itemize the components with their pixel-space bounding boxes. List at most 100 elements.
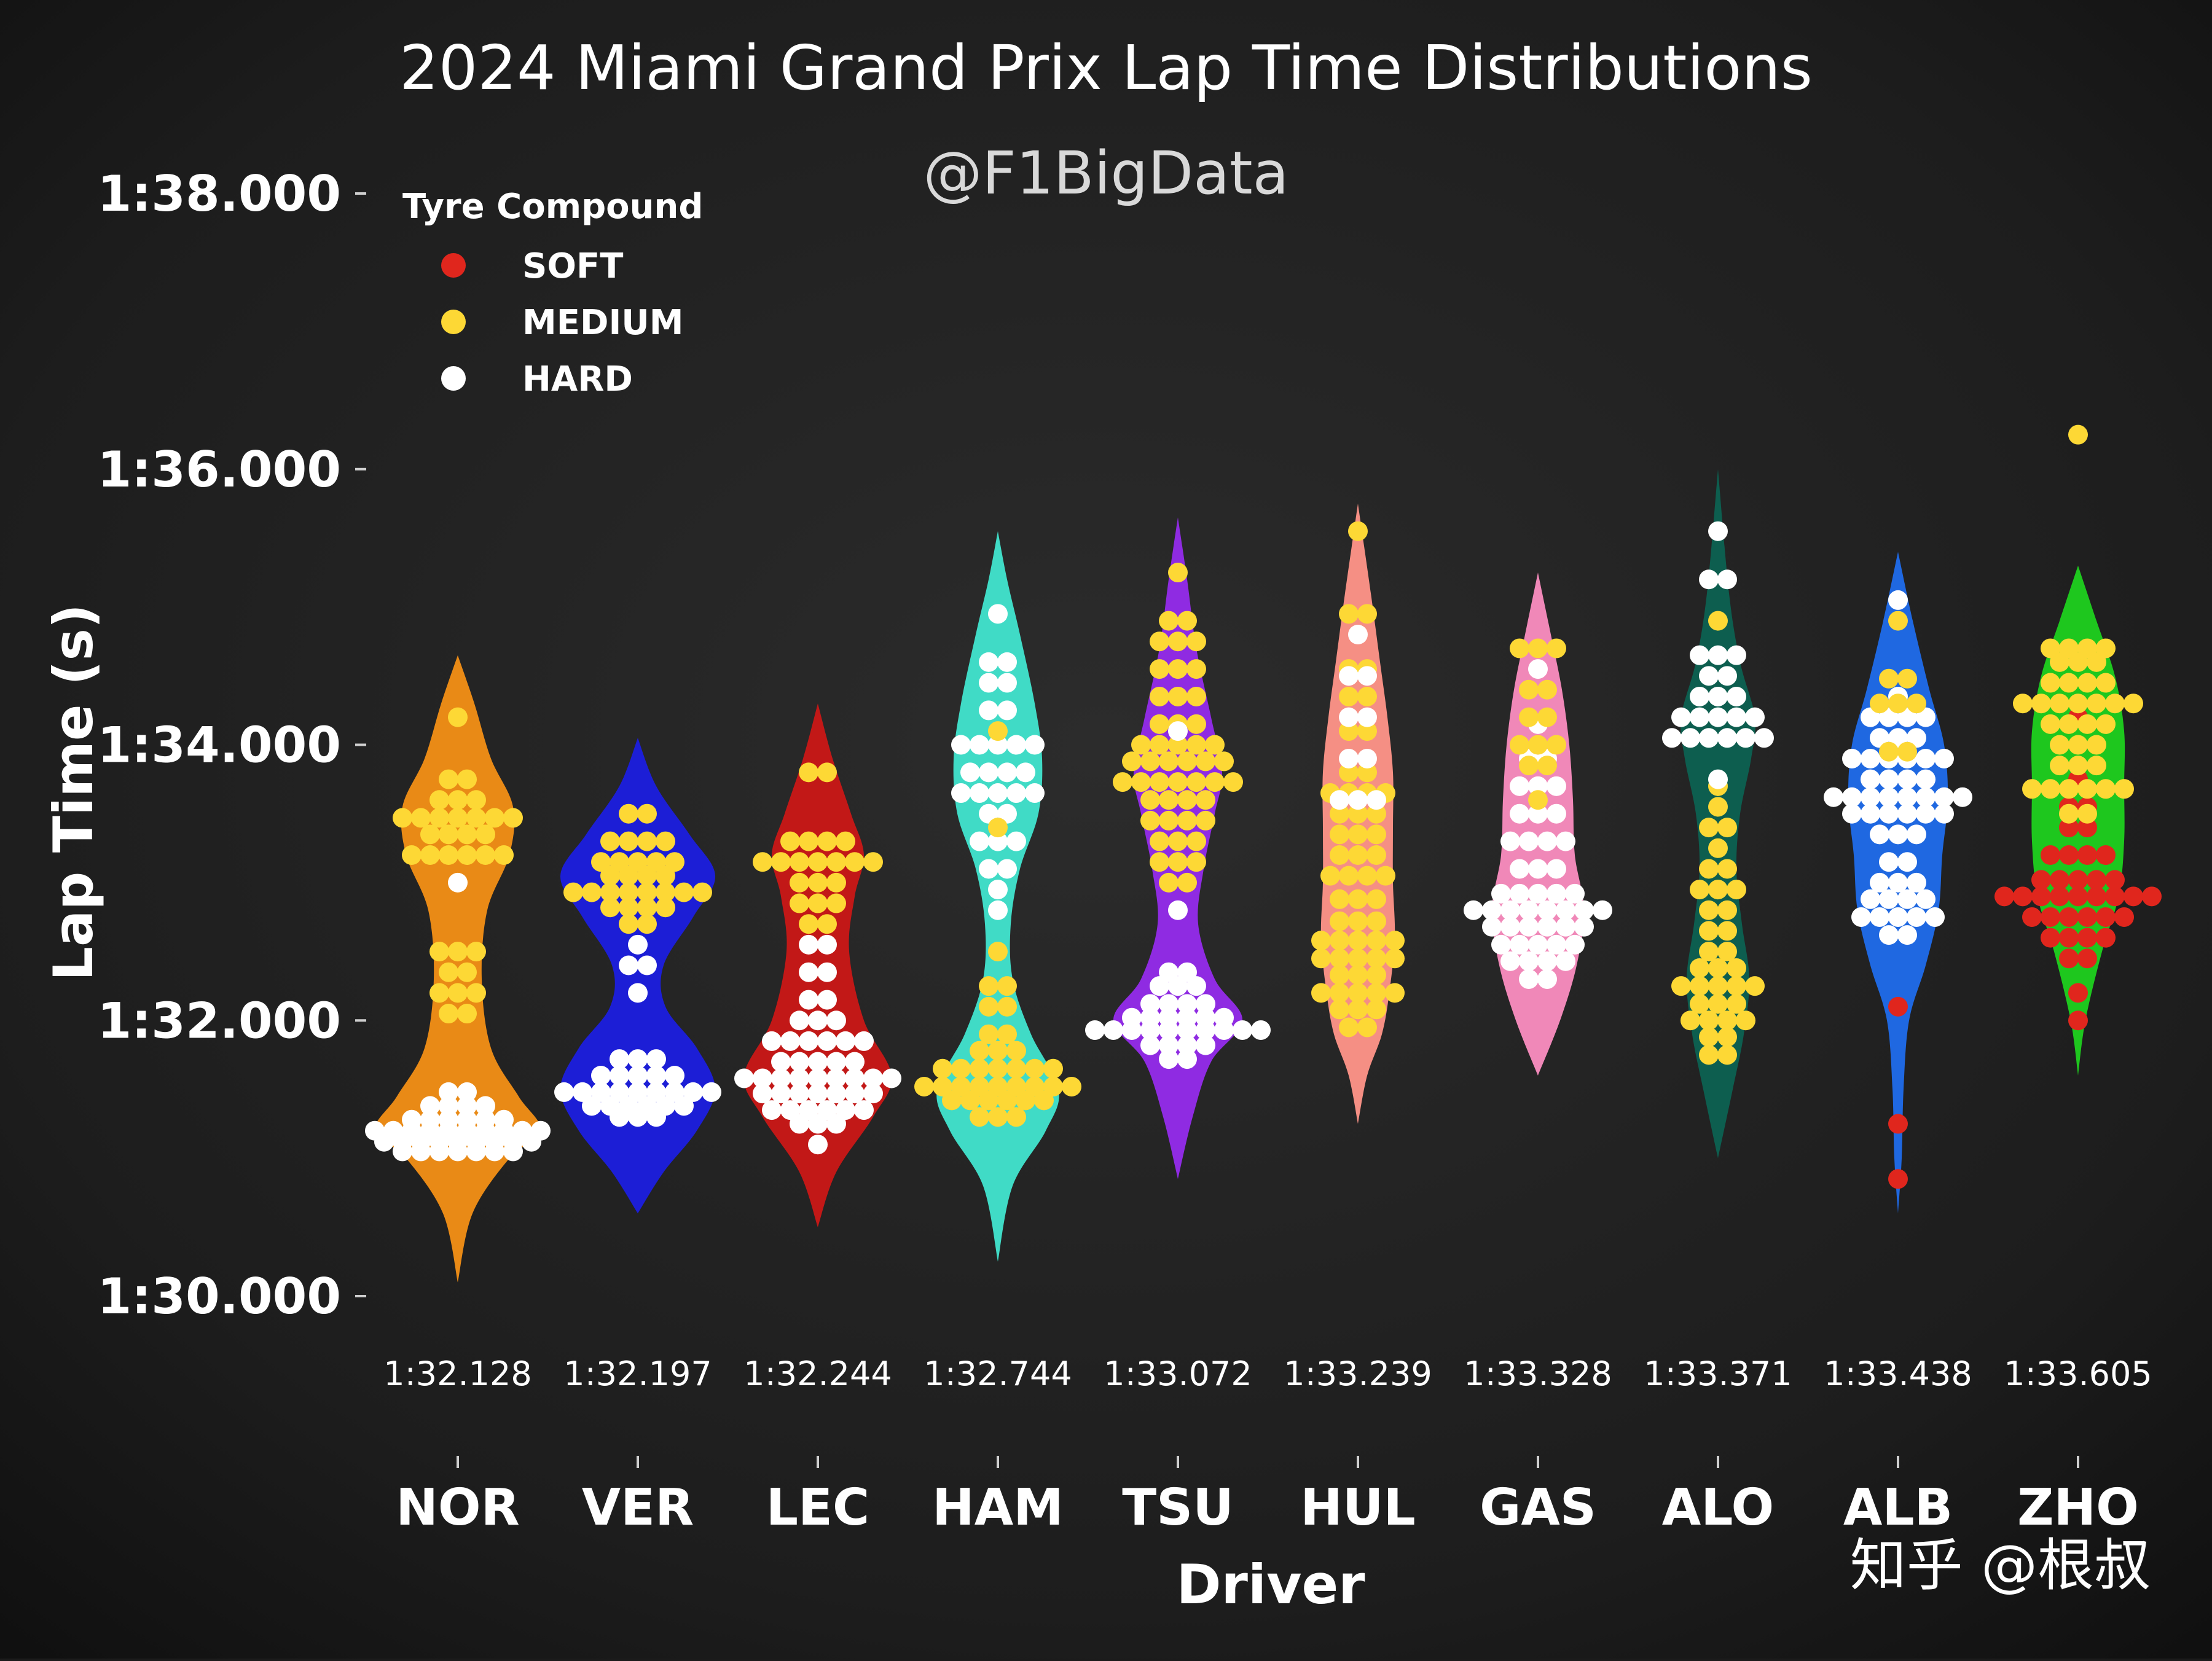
lap-point-hul [1367,911,1386,931]
lap-point-gas [1556,951,1575,971]
lap-point-nor [448,790,468,810]
lap-point-ver [628,1049,648,1069]
lap-point-gas [1528,659,1548,679]
lap-point-zho [2105,870,2125,890]
lap-point-ver [628,934,648,955]
lap-point-lec [790,852,809,872]
lap-point-alb [1879,707,1899,727]
lap-point-alo [1681,1010,1700,1031]
lap-point-ver [628,1066,648,1085]
lap-point-ham [1006,1041,1026,1061]
lap-point-zho [2087,735,2106,755]
lap-point-zho [2050,870,2069,890]
lap-point-tsu [1177,1049,1197,1069]
lap-point-hul [1330,824,1349,845]
lap-point-hul [1367,999,1386,1020]
lap-point-gas [1537,951,1557,971]
lap-point-hul [1348,931,1368,951]
lap-point-hul [1367,983,1386,1003]
lap-point-lec [808,1068,828,1088]
lap-point-nor [429,790,449,810]
lap-point-alo [1717,569,1737,590]
lap-point-alb [1888,996,1908,1017]
lap-point-zho [2068,694,2088,714]
lap-point-hul [1367,931,1386,951]
median-label-nor: 1:32.128 [383,1354,532,1393]
lap-point-hul [1339,707,1359,727]
lap-point-nor [494,1109,514,1130]
lap-point-gas [1500,916,1520,937]
lap-point-alo [1717,818,1737,838]
lap-point-tsu [1159,790,1179,810]
lap-point-tsu [1150,631,1169,652]
lap-point-alo [1708,611,1728,631]
lap-point-zho [2041,928,2060,948]
lap-point-alb [1870,728,1889,748]
lap-point-ham [988,721,1008,741]
lap-point-ham [1006,1076,1026,1096]
lap-point-ham [997,1024,1017,1044]
lap-point-hul [1348,999,1368,1020]
lap-point-alb [1842,803,1862,824]
lap-point-ham [979,673,998,693]
lap-point-tsu [1140,790,1160,810]
lap-point-alb [1897,889,1917,909]
legend-label-medium: MEDIUM [522,303,684,343]
lap-point-lec [817,1100,837,1120]
lap-point-tsu [1186,735,1206,755]
lap-point-nor [466,983,486,1003]
lap-point-zho [2031,886,2051,907]
lap-point-tsu [1159,810,1179,830]
lap-point-nor [466,942,486,962]
lap-point-alo [1699,1045,1719,1065]
lap-point-alo [1662,728,1682,748]
lap-point-tsu [1205,735,1225,755]
lap-point-tsu [1186,772,1206,792]
lap-point-lec [799,1100,818,1120]
lap-point-alb [1907,728,1926,748]
lap-point-hul [1339,1017,1359,1038]
lap-point-lec [808,852,828,872]
lap-point-lec [790,1010,809,1031]
median-label-tsu: 1:33.072 [1104,1354,1252,1393]
lap-point-tsu [1196,810,1215,830]
lap-point-tsu [1196,790,1215,810]
lap-point-alo [1727,880,1746,900]
lap-point-nor [457,1004,477,1024]
legend-swatch-medium [441,310,466,334]
lap-point-ham [1016,762,1035,783]
lap-point-nor [448,872,468,893]
lap-point-zho [2096,673,2116,693]
lap-point-gas [1593,900,1612,920]
y-tick-label: 1:36.000 [98,441,341,498]
lap-point-ham [997,1090,1017,1111]
lap-point-tsu [1150,686,1169,706]
lap-point-ham [970,783,989,803]
lap-point-hul [1357,604,1377,624]
lap-point-ham [988,735,1008,755]
lap-point-gas [1547,803,1566,824]
lap-point-alo [1690,958,1709,978]
lap-point-zho [2041,779,2060,799]
lap-point-nor [439,1109,458,1130]
lap-point-alb [1888,872,1908,893]
lap-point-alo [1708,976,1728,996]
lap-point-ham [979,762,998,783]
lap-point-tsu [1177,872,1197,893]
lap-point-gas [1556,831,1575,851]
lap-point-alo [1727,686,1746,706]
lap-point-lec [826,1068,846,1088]
lap-point-gas [1574,916,1594,937]
lap-point-zho [2077,779,2097,799]
lap-point-nor [439,1004,458,1024]
lap-point-nor [439,962,458,982]
lap-point-ver [637,882,657,902]
lap-point-ver [656,882,675,902]
lap-point-ham [970,1058,989,1079]
lap-point-zho [2105,886,2125,907]
lap-point-ver [600,831,620,851]
lap-point-ver [656,866,675,886]
lap-point-alo [1754,728,1774,748]
lap-point-alb [1897,668,1917,689]
